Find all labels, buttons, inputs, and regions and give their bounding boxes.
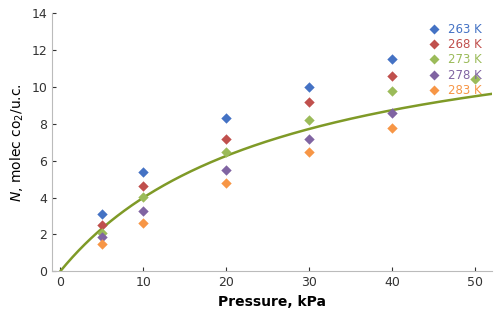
Point <box>140 209 147 214</box>
Point <box>305 149 313 154</box>
Point <box>140 221 147 226</box>
Point <box>98 241 106 246</box>
Point <box>98 223 106 228</box>
Point <box>140 169 147 174</box>
Y-axis label: $\it{N}$, molec co$_2$/u.c.: $\it{N}$, molec co$_2$/u.c. <box>8 83 25 202</box>
Legend: 263 K, 268 K, 273 K, 278 K, 283 K: 263 K, 268 K, 273 K, 278 K, 283 K <box>419 19 486 101</box>
Point <box>222 167 230 172</box>
Point <box>98 230 106 235</box>
Point <box>222 180 230 185</box>
Point <box>388 74 396 79</box>
Point <box>305 85 313 90</box>
Point <box>388 57 396 62</box>
Point <box>471 76 479 81</box>
Point <box>388 126 396 131</box>
Point <box>388 88 396 93</box>
X-axis label: Pressure, kPa: Pressure, kPa <box>218 295 326 309</box>
Point <box>305 99 313 104</box>
Point <box>98 212 106 217</box>
Point <box>140 194 147 199</box>
Point <box>222 116 230 121</box>
Point <box>222 136 230 141</box>
Point <box>305 136 313 141</box>
Point <box>140 183 147 188</box>
Point <box>305 118 313 123</box>
Point <box>222 150 230 155</box>
Point <box>98 235 106 240</box>
Point <box>388 110 396 115</box>
